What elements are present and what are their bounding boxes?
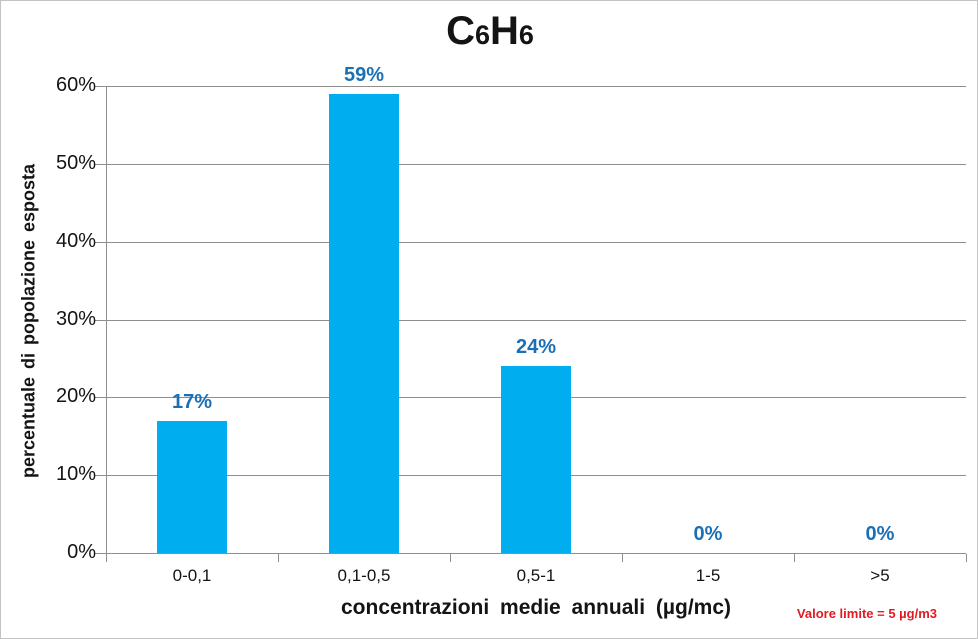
bar <box>329 93 399 553</box>
x-axis-title: concentrazioni medie annuali (µg/mc) <box>341 596 731 619</box>
gridline <box>106 163 966 165</box>
y-tick-label: 40% <box>55 229 96 252</box>
x-tick-label: 1-5 <box>695 566 721 585</box>
limit-annotation: Valore limite = 5 µg/m3 <box>796 606 937 621</box>
y-axis-tick <box>94 86 108 87</box>
title-subscript: 6 <box>518 20 534 50</box>
y-axis-tick <box>94 163 108 165</box>
bar-value-label: 0% <box>693 523 723 545</box>
y-tick-label: 20% <box>55 385 96 408</box>
x-axis-tick <box>794 554 795 562</box>
x-tick-label: >5 <box>870 566 890 585</box>
y-axis-tick <box>94 397 108 399</box>
y-axis-tick <box>94 241 108 243</box>
y-tick-label: 0% <box>67 541 96 563</box>
x-axis-tick <box>966 554 967 562</box>
bar-value-label: 24% <box>515 336 557 359</box>
x-tick-label: 0,5-1 <box>516 566 556 585</box>
x-tick-label: 0,1-0,5 <box>337 566 391 585</box>
y-axis-tick <box>94 475 108 477</box>
x-axis-tick <box>450 554 451 562</box>
bar <box>501 366 571 553</box>
x-axis-line <box>106 553 966 554</box>
plot-area: 17% 59% 24% 0% 0% 0-0,1 0,1-0,5 0,5-1 1-5 >5 <box>94 64 967 585</box>
bar-value-label: 17% <box>171 390 213 413</box>
gridline <box>106 319 966 321</box>
title-segment: H <box>490 9 519 53</box>
gridline <box>106 241 966 243</box>
x-axis-tick <box>622 554 623 562</box>
bar-value-label: 0% <box>865 523 895 545</box>
bar <box>157 420 227 553</box>
x-axis-tick <box>278 554 279 562</box>
gridline <box>106 86 966 87</box>
y-tick-label: 10% <box>55 463 96 486</box>
y-axis-tick <box>94 553 108 554</box>
title-segment: C <box>446 9 475 53</box>
x-axis-tick <box>106 554 107 562</box>
title-subscript: 6 <box>474 20 490 50</box>
y-tick-label: 60% <box>55 74 96 96</box>
y-tick-label: 50% <box>55 151 96 174</box>
y-axis-tick <box>94 319 108 321</box>
bar-value-label: 59% <box>343 63 385 86</box>
y-tick-label: 30% <box>55 307 96 330</box>
x-tick-label: 0-0,1 <box>172 566 212 585</box>
chart-title: C6H6 <box>1 9 977 54</box>
